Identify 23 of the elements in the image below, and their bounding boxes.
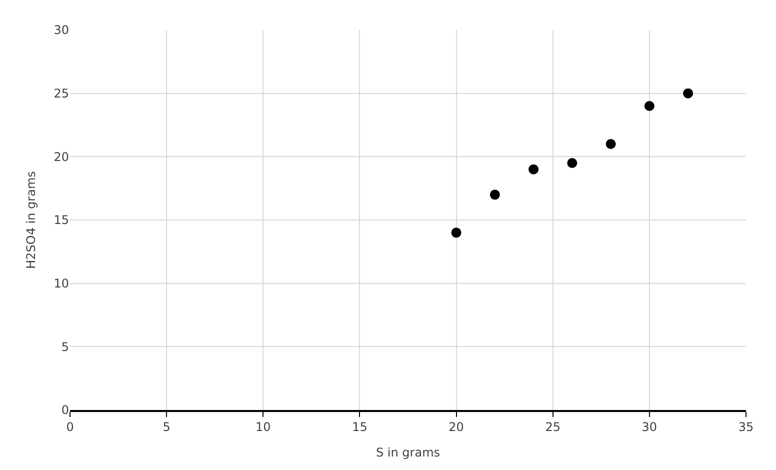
y-axis-title: H2SO4 in grams — [24, 171, 38, 269]
y-tick-label: 0 — [61, 403, 69, 418]
x-tick-label: 35 — [738, 420, 754, 434]
point — [567, 158, 578, 168]
y-tick-label: 10 — [54, 276, 69, 291]
y-tick-label: 30 — [54, 23, 69, 38]
point — [683, 88, 694, 98]
x-tick-label: 10 — [256, 420, 271, 434]
x-tick-label: 15 — [352, 420, 368, 434]
y-tick-label: 20 — [54, 150, 69, 164]
y-tick-label: 15 — [54, 213, 69, 228]
x-tick-label: 20 — [448, 420, 464, 434]
y-tick-label: 25 — [54, 86, 69, 101]
point — [490, 190, 500, 200]
x-axis-title: S in grams — [376, 446, 440, 460]
x-tick-label: 30 — [642, 420, 658, 434]
point — [606, 139, 616, 149]
point — [451, 228, 462, 238]
x-tick-label: 5 — [162, 420, 170, 434]
point — [528, 164, 539, 174]
y-tick-label: 5 — [61, 340, 69, 354]
point — [644, 101, 654, 111]
x-tick-label: 25 — [545, 420, 560, 434]
